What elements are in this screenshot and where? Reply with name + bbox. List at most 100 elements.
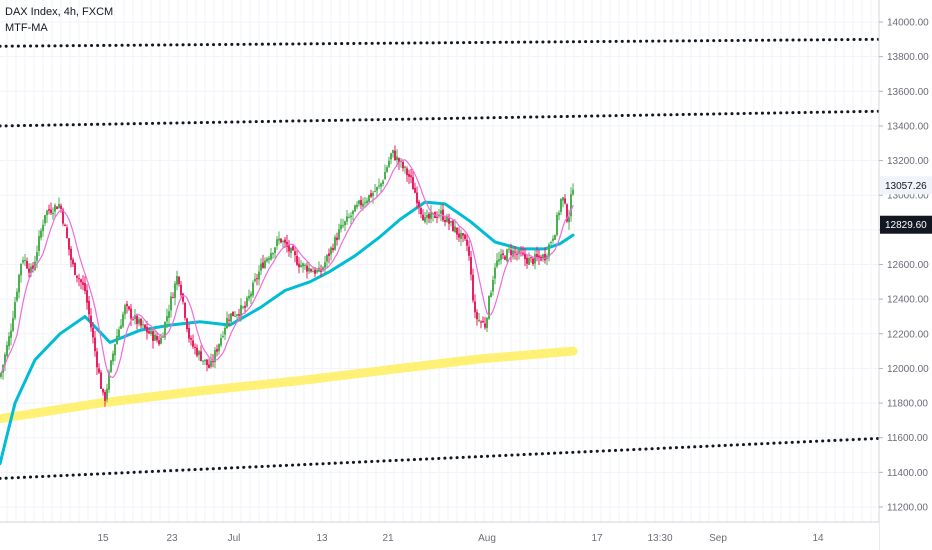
candle-up [450,221,452,223]
time-tick-label: Jul [228,533,241,544]
time-axis[interactable]: 15 23 Jul 13 21 Aug 17 13:30 Sep 14 [0,521,879,550]
candle-up [542,254,544,260]
candle-up [396,156,398,161]
candle-down [414,187,416,193]
candle-up [334,236,336,250]
candle-down [288,245,290,252]
candle-down [328,253,330,257]
candle-up [300,265,302,268]
candle-up [388,160,390,167]
candle-up [106,388,108,400]
candle-down [64,224,66,227]
candle-down [524,253,526,259]
candle-down [26,260,28,269]
price-axis[interactable]: 11200.00 11400.00 11600.00 11800.00 12000.00… [878,0,932,550]
candle-down [256,278,258,280]
price-tick-label: 13800.00 [887,52,929,63]
candle-up [204,359,206,362]
candle-up [554,234,556,240]
candle-up [4,354,6,365]
candle-up [108,372,110,390]
candle-down [412,177,414,190]
candle-down [82,282,84,285]
candle-up [12,318,14,331]
candle-up [496,260,498,267]
trendline[interactable] [0,37,882,48]
candle-up [572,189,574,195]
candle-down [418,201,420,208]
candle-up [556,214,558,235]
trendlines[interactable] [0,37,932,480]
candle-up [384,171,386,180]
candle-up [378,185,380,187]
candle-up [362,203,364,207]
price-tick-label: 12200.00 [887,329,929,340]
candle-up [440,210,442,214]
time-tick-label: 13:30 [647,533,672,544]
time-tick-label: 14 [812,533,824,544]
candle-down [126,303,128,307]
price-tick-label: 13600.00 [887,87,929,98]
candle-up [352,210,354,215]
ma-slow-layer [0,346,578,424]
price-badge-light [880,176,932,195]
candle-down [462,233,464,236]
candle-up [218,344,220,352]
trendline[interactable] [0,109,882,128]
candle-down [50,209,52,213]
candle-up [58,204,60,208]
candle-down [474,301,476,313]
candle-up [506,249,508,261]
candle-up [348,216,350,218]
candle-up [312,271,314,273]
candle-up [486,317,488,329]
candle-down [70,248,72,260]
price-tick-label: 13400.00 [887,121,929,132]
candle-down [192,340,194,347]
candle-up [478,319,480,321]
candle-down [238,314,240,316]
candle-up [322,267,324,271]
candle-up [114,344,116,356]
candle-down [294,251,296,256]
candle-up [424,217,426,223]
price-badge-label: 12829.60 [885,220,927,231]
candle-up [18,274,20,293]
candle-down [484,323,486,328]
candle-down [468,246,470,256]
candle-up [308,267,310,272]
candle-down [102,388,104,393]
candle-down [140,318,142,326]
ma-slow-line [0,346,578,424]
candle-up [386,167,388,172]
candle-up [326,254,328,262]
candle-down [152,331,154,342]
candle-down [68,238,70,250]
candle-down [72,259,74,265]
price-tick-label: 11800.00 [887,399,928,410]
candle-down [284,239,286,243]
candle-down [470,257,472,275]
candle-down [262,262,264,268]
candle-down [196,347,198,356]
candle-up [30,266,32,274]
candle-up [454,226,456,233]
price-tick-label: 12600.00 [887,260,929,271]
candle-down [146,326,148,333]
candle-up [6,345,8,356]
candle-up [550,242,552,244]
time-tick-label: Aug [478,533,496,544]
price-tick-label: 11600.00 [887,433,928,444]
candle-down [442,209,444,221]
candle-up [426,215,428,218]
ma-mid-layer [0,200,575,466]
candle-up [460,233,462,239]
candle-down [532,258,534,264]
candle-down [188,328,190,339]
candle-down [216,349,218,352]
candle-up [170,296,172,311]
candle-up [508,248,510,250]
candle-up [268,258,270,260]
candle-down [482,321,484,323]
